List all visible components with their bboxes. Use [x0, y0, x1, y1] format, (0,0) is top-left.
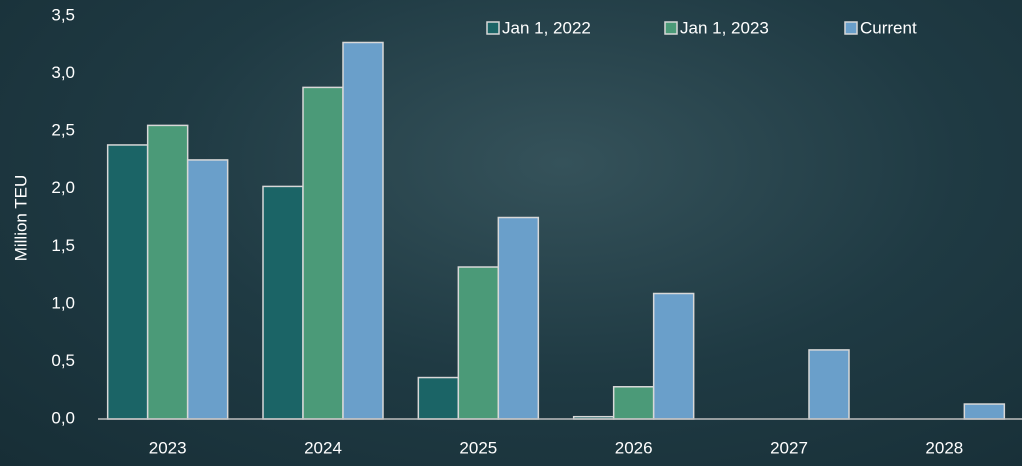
bar [963, 403, 1006, 420]
legend-swatch [486, 21, 500, 35]
bar [106, 144, 149, 420]
y-tick-label: 2,0 [51, 178, 75, 197]
legend-label: Jan 1, 2022 [502, 18, 591, 37]
bar [417, 376, 460, 420]
bar [342, 41, 384, 420]
y-tick-label: 1,0 [51, 293, 75, 312]
y-tick-label: 3,5 [51, 5, 75, 24]
bar [262, 185, 304, 420]
x-tick-label: 2026 [615, 438, 653, 457]
legend-label: Current [860, 18, 917, 37]
bar [497, 216, 540, 420]
y-tick-label: 0,5 [51, 351, 75, 370]
x-tick-label: 2027 [770, 438, 808, 457]
x-tick-label: 2025 [459, 438, 497, 457]
y-tick-label: 0,0 [51, 408, 75, 427]
y-tick-label: 1,5 [51, 236, 75, 255]
bar [808, 349, 850, 420]
legend-label: Jan 1, 2023 [680, 18, 769, 37]
bar [302, 86, 344, 420]
bar [652, 292, 695, 420]
y-axis-label: Million TEU [11, 175, 30, 262]
legend-swatch [664, 21, 678, 35]
y-tick-label: 3,0 [51, 63, 75, 82]
x-tick-label: 2024 [304, 438, 342, 457]
bar [612, 386, 655, 420]
bar [186, 159, 229, 420]
legend-swatch [844, 21, 858, 35]
bar [457, 266, 500, 420]
y-tick-label: 2,5 [51, 121, 75, 140]
x-tick-label: 2028 [925, 438, 963, 457]
x-tick-label: 2023 [149, 438, 187, 457]
bar [146, 124, 189, 420]
